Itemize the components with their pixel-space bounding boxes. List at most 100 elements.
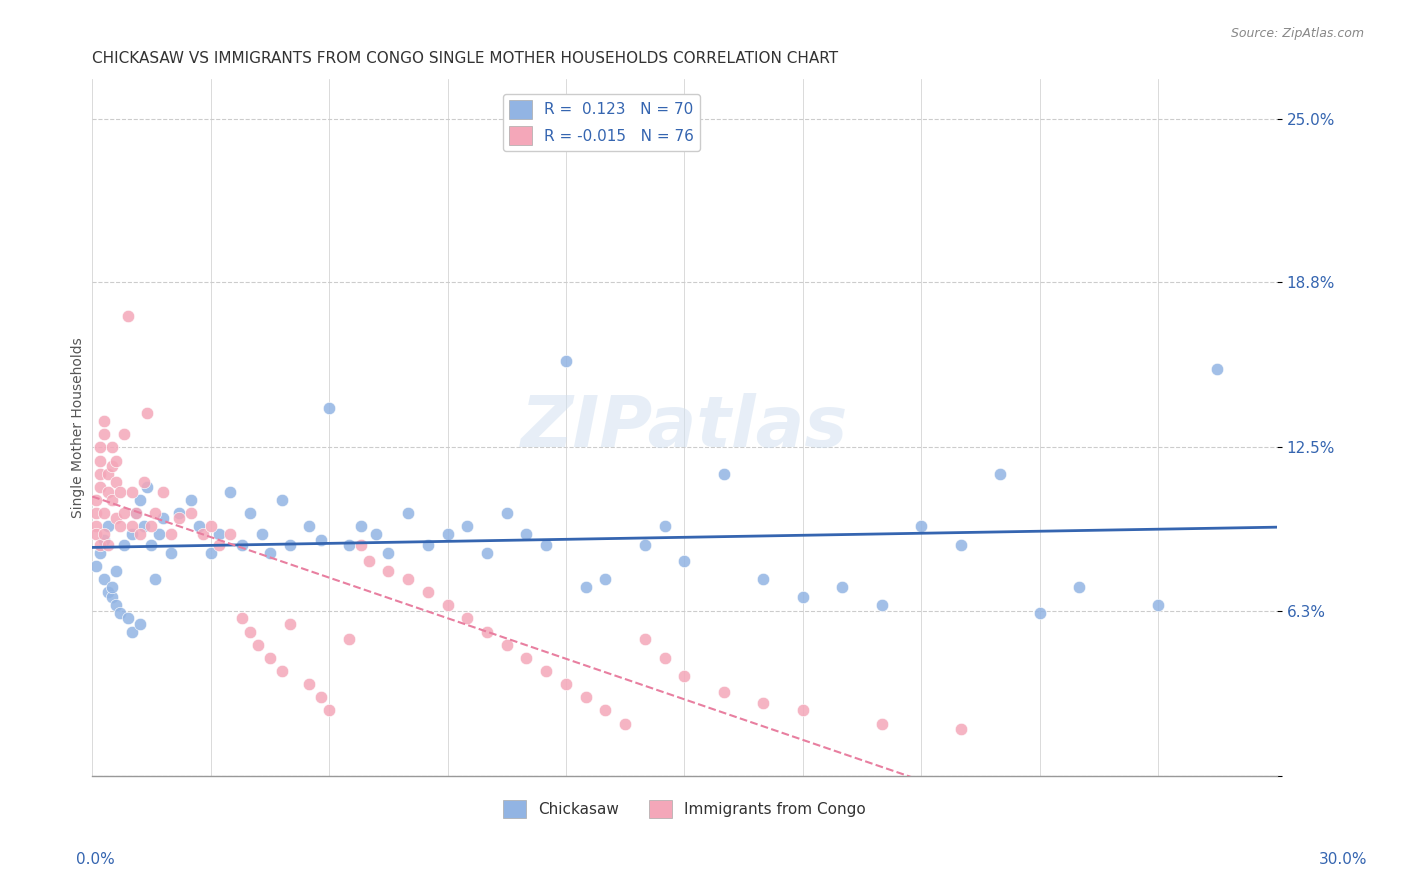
Point [634,538,657,552]
Point [357,553,380,567]
Point [337,632,360,647]
Point [97,538,120,552]
Point [377,546,399,560]
Point [298,677,321,691]
Point [515,527,537,541]
Point [259,546,281,560]
Text: CHICKASAW VS IMMIGRANTS FROM CONGO SINGLE MOTHER HOUSEHOLDS CORRELATION CHART: CHICKASAW VS IMMIGRANTS FROM CONGO SINGL… [93,51,838,66]
Point [792,591,814,605]
Point [949,722,972,736]
Point [167,506,190,520]
Point [101,591,124,605]
Point [870,716,893,731]
Point [713,685,735,699]
Point [231,538,253,552]
Point [247,638,270,652]
Point [949,538,972,552]
Point [84,527,107,541]
Point [89,538,111,552]
Point [231,611,253,625]
Point [128,527,150,541]
Point [1069,580,1091,594]
Point [101,441,124,455]
Point [124,506,146,520]
Point [93,533,115,547]
Point [555,677,578,691]
Point [219,485,242,500]
Point [167,511,190,525]
Point [1147,599,1170,613]
Point [128,616,150,631]
Point [515,650,537,665]
Point [595,572,617,586]
Point [654,519,676,533]
Point [152,511,174,525]
Legend: Chickasaw, Immigrants from Congo: Chickasaw, Immigrants from Congo [496,793,872,824]
Point [910,519,932,533]
Point [436,599,458,613]
Point [97,585,120,599]
Point [270,493,292,508]
Point [117,611,139,625]
Point [148,527,170,541]
Point [870,599,893,613]
Point [456,611,478,625]
Point [396,506,419,520]
Point [160,527,183,541]
Point [93,506,115,520]
Point [634,632,657,647]
Point [104,599,127,613]
Point [141,519,163,533]
Point [97,485,120,500]
Point [93,527,115,541]
Text: ZIPatlas: ZIPatlas [520,393,848,462]
Point [673,553,696,567]
Point [988,467,1011,481]
Point [337,538,360,552]
Point [143,572,166,586]
Point [180,506,202,520]
Point [121,527,143,541]
Point [752,696,775,710]
Point [309,533,332,547]
Y-axis label: Single Mother Households: Single Mother Households [72,337,86,518]
Point [416,538,439,552]
Point [160,546,183,560]
Point [318,703,340,717]
Point [89,441,111,455]
Text: 0.0%: 0.0% [76,852,115,867]
Point [93,414,115,428]
Point [143,506,166,520]
Point [101,580,124,594]
Point [152,485,174,500]
Point [121,624,143,639]
Point [495,506,517,520]
Point [112,538,135,552]
Point [595,703,617,717]
Point [536,664,558,678]
Point [278,538,301,552]
Point [614,716,637,731]
Point [219,527,242,541]
Point [831,580,853,594]
Point [84,493,107,508]
Point [93,572,115,586]
Point [673,669,696,683]
Point [84,506,107,520]
Point [475,624,498,639]
Point [104,564,127,578]
Point [575,690,598,705]
Point [136,480,159,494]
Point [350,538,373,552]
Point [112,427,135,442]
Point [104,475,127,489]
Point [377,564,399,578]
Point [239,624,262,639]
Point [456,519,478,533]
Point [436,527,458,541]
Point [108,606,131,620]
Point [792,703,814,717]
Point [239,506,262,520]
Point [124,506,146,520]
Point [128,493,150,508]
